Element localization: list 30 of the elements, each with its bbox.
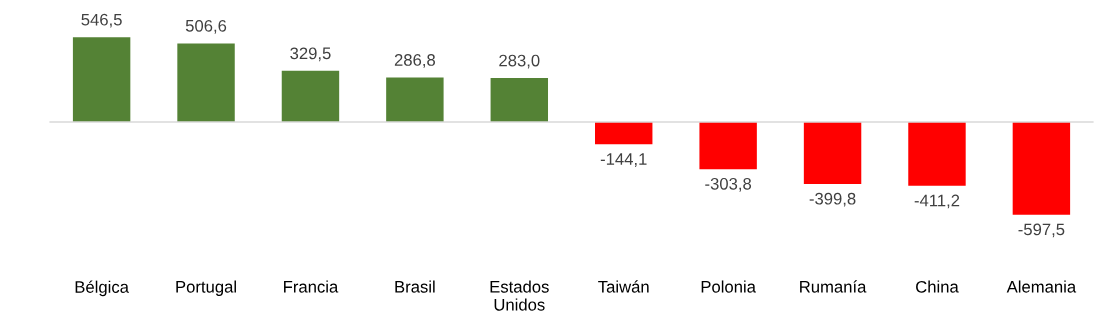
data-label: -411,2 — [914, 194, 960, 209]
x-tick-label: Portugal — [176, 280, 236, 296]
bar — [72, 37, 131, 122]
bar — [1012, 121, 1071, 215]
data-label: -303,8 — [705, 177, 752, 192]
x-tick-label: Estados Unidos — [490, 280, 549, 311]
bar — [803, 121, 862, 185]
data-label: -597,5 — [1018, 223, 1065, 238]
x-tick-label: Bélgica — [75, 280, 129, 297]
data-label: 283,0 — [499, 54, 540, 69]
data-label: -144,1 — [600, 153, 647, 167]
bar — [386, 77, 444, 122]
x-tick-label: Francia — [284, 280, 339, 293]
x-tick-label: Brasil — [395, 280, 435, 293]
data-label: 329,5 — [290, 47, 331, 62]
data-label: 506,6 — [185, 19, 227, 34]
bar — [699, 121, 757, 170]
x-tick-label: Alemania — [1006, 280, 1077, 293]
bar — [908, 121, 966, 186]
x-tick-label: China — [916, 280, 959, 293]
x-tick-label: Taiwán — [598, 280, 649, 293]
x-tick-label: Rumanía — [800, 280, 867, 293]
bar — [177, 43, 235, 122]
bar — [595, 121, 653, 145]
data-label: -399,8 — [809, 192, 856, 207]
data-label: 286,8 — [394, 54, 436, 68]
bar — [281, 70, 340, 122]
data-label: 546,5 — [81, 13, 122, 28]
x-tick-label: Polonia — [701, 280, 756, 293]
bar — [490, 78, 549, 122]
